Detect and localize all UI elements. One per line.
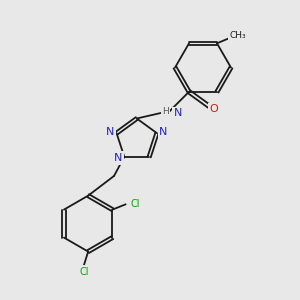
Text: N: N	[106, 127, 114, 137]
Text: N: N	[159, 127, 168, 137]
Text: N: N	[173, 108, 182, 118]
Text: O: O	[209, 104, 218, 114]
Text: N: N	[114, 153, 122, 163]
Text: H: H	[162, 107, 169, 116]
Text: Cl: Cl	[80, 267, 89, 277]
Text: CH₃: CH₃	[229, 31, 246, 40]
Text: Cl: Cl	[131, 199, 140, 209]
